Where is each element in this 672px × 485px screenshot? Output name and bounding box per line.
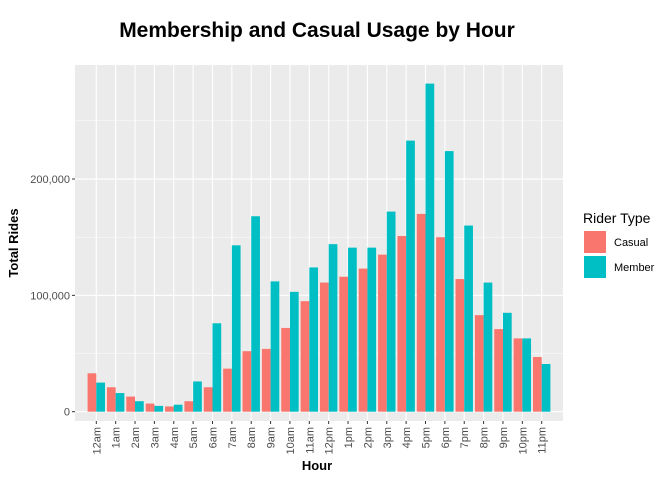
x-tick-label: 9pm — [498, 427, 510, 448]
bar-member-4am — [173, 404, 183, 412]
bar-member-2pm — [367, 247, 377, 412]
x-tick-label: 4am — [169, 427, 181, 448]
bar-casual-6am — [203, 387, 213, 412]
legend-title: Rider Type — [583, 210, 651, 226]
bar-member-1am — [115, 393, 125, 412]
x-tick-label: 12pm — [324, 427, 336, 455]
bar-member-7pm — [464, 225, 473, 412]
legend-swatch-member — [584, 256, 606, 278]
legend-swatch-casual — [584, 231, 606, 253]
x-tick-label: 7pm — [459, 427, 471, 448]
bar-member-6am — [212, 323, 222, 412]
x-tick-label: 11pm — [537, 427, 549, 454]
bar-casual-10am — [281, 327, 290, 412]
x-tick-label: 6am — [207, 427, 219, 448]
legend: Rider Type Casual Member — [583, 210, 655, 278]
bar-casual-11pm — [532, 357, 542, 412]
chart-title: Membership and Casual Usage by Hour — [119, 19, 515, 42]
bar-member-1pm — [348, 247, 357, 412]
bar-casual-7am — [223, 368, 232, 412]
bar-casual-11am — [300, 301, 310, 412]
y-axis-title: Total Rides — [6, 208, 21, 277]
x-tick-label: 1am — [111, 427, 123, 448]
bar-member-8pm — [483, 282, 493, 412]
bar-casual-5pm — [416, 213, 426, 412]
bar-member-11pm — [541, 363, 551, 412]
y-tick-label: 200,000 — [30, 174, 70, 186]
bar-member-7am — [231, 245, 241, 412]
x-axis-title: Hour — [302, 458, 332, 473]
x-tick-label: 5pm — [421, 427, 433, 448]
bar-casual-3am — [145, 403, 155, 412]
bar-member-4pm — [406, 140, 415, 412]
bar-member-3am — [154, 405, 164, 412]
bar-casual-7pm — [455, 279, 465, 412]
bar-casual-3pm — [378, 254, 387, 412]
bar-casual-5am — [184, 401, 194, 412]
x-tick-label: 7am — [227, 427, 239, 448]
bar-casual-9am — [261, 348, 271, 412]
x-tick-label: 12am — [91, 427, 103, 455]
bar-member-10am — [289, 291, 299, 412]
bar-member-10pm — [522, 338, 532, 412]
bar-casual-4am — [165, 406, 174, 412]
x-tick-label: 11am — [304, 427, 316, 454]
bar-member-5pm — [425, 83, 435, 412]
legend-label-member: Member — [614, 262, 655, 274]
legend-items: Casual Member — [584, 231, 655, 278]
y-axis: 0 100,000 200,000 — [30, 174, 75, 419]
x-tick-label: 5am — [188, 427, 200, 448]
x-tick-label: 3pm — [382, 427, 394, 448]
y-tick-label: 100,000 — [30, 290, 70, 302]
x-tick-label: 9am — [266, 427, 278, 448]
x-tick-label: 10pm — [517, 427, 529, 455]
x-tick-label: 3am — [149, 427, 161, 448]
x-tick-label: 8pm — [479, 427, 491, 448]
bar-casual-4pm — [397, 236, 407, 412]
bar-casual-6pm — [436, 237, 445, 412]
bar-member-12am — [96, 382, 106, 412]
y-tick-label: 0 — [64, 407, 70, 419]
bar-casual-2am — [126, 396, 136, 412]
bar-member-2am — [135, 401, 144, 412]
x-tick-label: 2am — [130, 427, 142, 448]
bar-member-11am — [309, 267, 319, 412]
legend-label-casual: Casual — [614, 237, 648, 249]
x-tick-label: 6pm — [440, 427, 452, 448]
bar-member-3pm — [386, 211, 396, 412]
bar-casual-8pm — [474, 315, 484, 412]
bar-casual-2pm — [358, 268, 368, 412]
bar-member-8am — [251, 216, 260, 412]
x-tick-label: 2pm — [362, 427, 374, 448]
bar-member-6pm — [444, 151, 454, 412]
bar-member-9pm — [502, 312, 512, 412]
bar-casual-9pm — [494, 329, 503, 412]
bars — [87, 83, 551, 412]
bar-member-12pm — [328, 244, 338, 412]
bar-member-9am — [270, 281, 280, 412]
bar-casual-12am — [87, 373, 97, 412]
bar-casual-12pm — [319, 282, 329, 412]
x-tick-label: 8am — [246, 427, 258, 448]
bar-casual-1pm — [339, 276, 349, 412]
bar-casual-8am — [242, 351, 252, 412]
bar-member-5am — [193, 381, 202, 412]
x-axis: 12am 1am 2am 3am 4am 5am 6am 7am 8am 9am 10am 11am 1… — [91, 421, 549, 455]
bar-casual-10pm — [513, 338, 523, 412]
x-tick-label: 1pm — [343, 427, 355, 448]
x-tick-label: 4pm — [401, 427, 413, 448]
x-tick-label: 10am — [285, 427, 297, 455]
bar-casual-1am — [106, 387, 116, 412]
